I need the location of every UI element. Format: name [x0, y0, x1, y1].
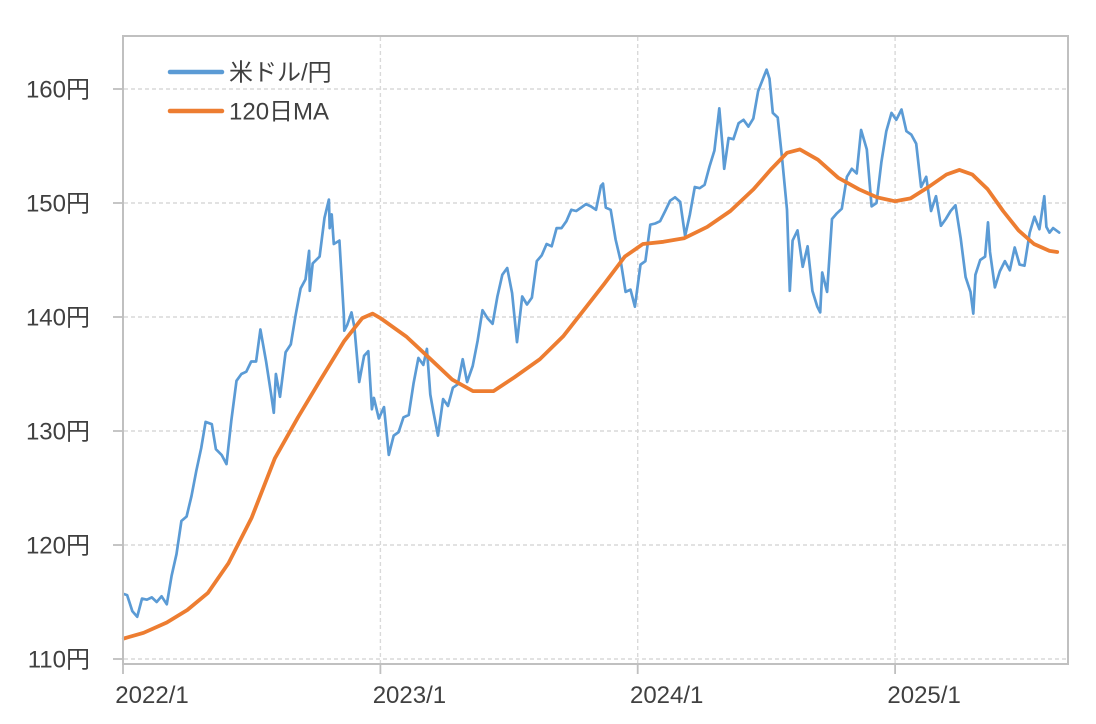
y-tick-label: 110円: [28, 647, 90, 674]
plot-border: [122, 35, 1069, 665]
x-tick-label: 2025/1: [887, 682, 960, 709]
x-tick-label: 2024/1: [630, 682, 703, 709]
y-tick-label: 130円: [26, 419, 90, 446]
series-ma120-line: [121, 147, 1060, 641]
y-tick-label: 120円: [26, 533, 90, 560]
y-tick-label: 150円: [26, 191, 90, 218]
y-tick-label: 140円: [26, 305, 90, 332]
legend-label-ma120: 120日MA: [229, 99, 329, 126]
y-tick-label: 160円: [26, 77, 90, 104]
x-tick-label: 2023/1: [373, 682, 446, 709]
legend-label-usdjpy: 米ドル/円: [229, 60, 332, 87]
x-tick-label: 2022/1: [115, 682, 188, 709]
series-usdjpy-line: [122, 68, 1061, 619]
